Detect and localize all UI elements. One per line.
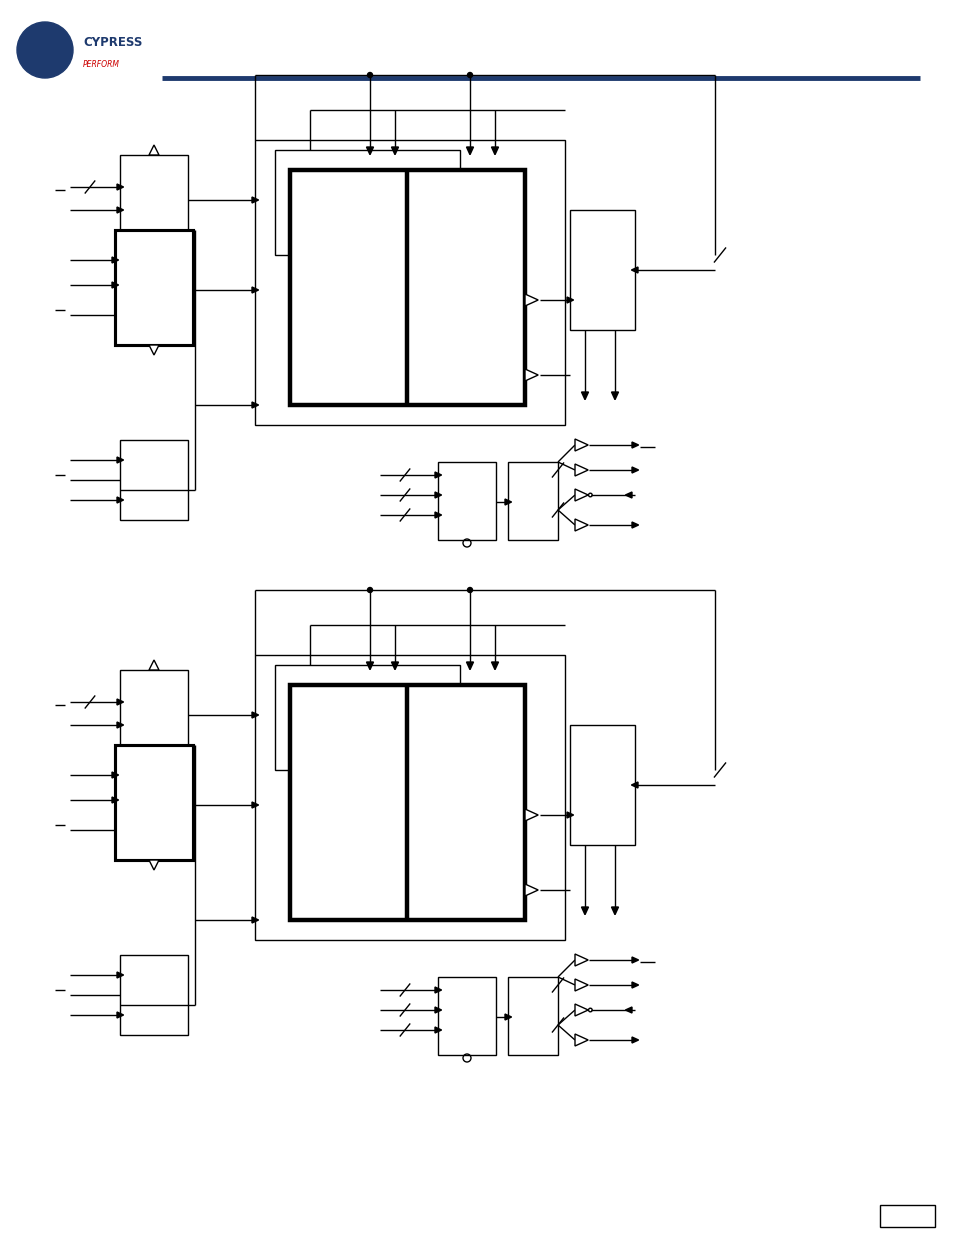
- Circle shape: [467, 588, 472, 593]
- Bar: [274, 149, 459, 254]
- Bar: [569, 725, 635, 845]
- Polygon shape: [491, 662, 498, 669]
- Polygon shape: [575, 979, 588, 990]
- Polygon shape: [631, 957, 638, 963]
- Bar: [115, 230, 193, 345]
- Polygon shape: [631, 467, 638, 473]
- Polygon shape: [524, 809, 537, 821]
- Polygon shape: [504, 1014, 511, 1020]
- Polygon shape: [252, 713, 258, 718]
- Polygon shape: [566, 296, 573, 303]
- Polygon shape: [117, 207, 124, 212]
- Polygon shape: [524, 369, 537, 382]
- Polygon shape: [575, 953, 588, 966]
- Bar: [274, 664, 459, 769]
- Polygon shape: [366, 662, 374, 669]
- Polygon shape: [575, 464, 588, 475]
- Bar: [437, 462, 496, 540]
- Polygon shape: [631, 442, 638, 448]
- Polygon shape: [112, 772, 118, 778]
- Bar: [507, 462, 558, 540]
- Bar: [290, 685, 524, 920]
- Bar: [507, 977, 558, 1055]
- Polygon shape: [252, 287, 258, 293]
- Polygon shape: [466, 662, 473, 669]
- Bar: [879, 1205, 934, 1228]
- Circle shape: [367, 588, 372, 593]
- Polygon shape: [524, 884, 537, 897]
- Polygon shape: [566, 811, 573, 818]
- Polygon shape: [625, 492, 631, 498]
- Polygon shape: [117, 1011, 124, 1018]
- Polygon shape: [149, 860, 159, 869]
- Polygon shape: [252, 918, 258, 923]
- Polygon shape: [611, 906, 618, 915]
- Polygon shape: [391, 662, 398, 669]
- Polygon shape: [435, 472, 441, 478]
- Polygon shape: [435, 1007, 441, 1013]
- Polygon shape: [117, 457, 124, 463]
- Polygon shape: [112, 282, 118, 288]
- Bar: [569, 210, 635, 330]
- Polygon shape: [252, 403, 258, 408]
- Polygon shape: [112, 797, 118, 803]
- Circle shape: [17, 22, 73, 78]
- Polygon shape: [575, 489, 588, 501]
- Polygon shape: [631, 522, 638, 529]
- Polygon shape: [252, 198, 258, 203]
- Bar: [120, 156, 188, 230]
- Polygon shape: [252, 802, 258, 808]
- Polygon shape: [581, 906, 588, 915]
- Polygon shape: [435, 1028, 441, 1032]
- Bar: [120, 671, 188, 745]
- Polygon shape: [435, 492, 441, 498]
- Bar: [254, 655, 564, 940]
- Polygon shape: [149, 144, 159, 156]
- Polygon shape: [117, 184, 124, 190]
- Polygon shape: [466, 147, 473, 154]
- Polygon shape: [581, 391, 588, 400]
- Bar: [290, 170, 524, 405]
- Polygon shape: [504, 499, 511, 505]
- Polygon shape: [631, 782, 638, 788]
- Bar: [254, 140, 564, 425]
- Polygon shape: [575, 1004, 588, 1016]
- Polygon shape: [117, 699, 124, 705]
- Polygon shape: [524, 294, 537, 306]
- Polygon shape: [117, 972, 124, 978]
- Polygon shape: [631, 982, 638, 988]
- Bar: [120, 440, 188, 520]
- Polygon shape: [631, 1037, 638, 1044]
- Polygon shape: [491, 147, 498, 154]
- Polygon shape: [391, 147, 398, 154]
- Circle shape: [467, 73, 472, 78]
- Polygon shape: [435, 513, 441, 517]
- Polygon shape: [575, 1034, 588, 1046]
- Polygon shape: [631, 267, 638, 273]
- Polygon shape: [575, 519, 588, 531]
- Polygon shape: [625, 1007, 631, 1013]
- Polygon shape: [149, 345, 159, 354]
- Polygon shape: [611, 391, 618, 400]
- Text: PERFORM: PERFORM: [83, 59, 120, 68]
- Polygon shape: [112, 257, 118, 263]
- Polygon shape: [149, 659, 159, 671]
- Bar: [437, 977, 496, 1055]
- Polygon shape: [435, 987, 441, 993]
- Circle shape: [367, 73, 372, 78]
- Polygon shape: [117, 496, 124, 503]
- Polygon shape: [366, 147, 374, 154]
- Text: CYPRESS: CYPRESS: [83, 36, 142, 48]
- Bar: [115, 745, 193, 860]
- Polygon shape: [575, 438, 588, 451]
- Polygon shape: [117, 722, 124, 727]
- Bar: [120, 955, 188, 1035]
